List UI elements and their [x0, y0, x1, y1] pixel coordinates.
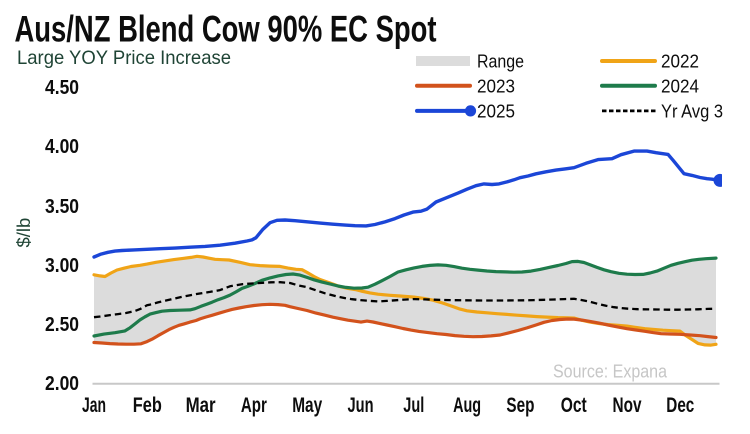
svg-text:3.00: 3.00 [45, 255, 79, 277]
svg-text:Dec: Dec [666, 394, 694, 417]
svg-text:Oct: Oct [561, 394, 587, 417]
svg-text:Jan: Jan [82, 394, 106, 417]
svg-text:2025: 2025 [477, 102, 515, 122]
svg-text:Sep: Sep [506, 394, 534, 417]
svg-text:3.50: 3.50 [45, 196, 79, 218]
svg-text:Aus/NZ Blend Cow 90% EC Spot: Aus/NZ Blend Cow 90% EC Spot [15, 9, 437, 50]
svg-text:Feb: Feb [133, 394, 162, 417]
svg-text:Apr: Apr [241, 394, 267, 417]
svg-text:2.50: 2.50 [45, 314, 79, 336]
svg-text:2.00: 2.00 [45, 373, 79, 395]
svg-text:2024: 2024 [661, 77, 699, 97]
svg-text:Jul: Jul [403, 394, 424, 417]
svg-text:Source: Expana: Source: Expana [553, 361, 668, 382]
svg-text:May: May [292, 394, 322, 417]
svg-text:2023: 2023 [477, 77, 515, 97]
svg-text:Aug: Aug [453, 394, 481, 417]
svg-text:$/lb: $/lb [13, 218, 34, 248]
svg-text:Range: Range [477, 52, 524, 72]
svg-text:Large YOY Price Increase: Large YOY Price Increase [17, 47, 231, 69]
svg-text:Nov: Nov [613, 394, 642, 417]
svg-text:Yr Avg 3: Yr Avg 3 [661, 102, 723, 122]
svg-text:Mar: Mar [186, 394, 216, 417]
svg-text:4.50: 4.50 [45, 77, 79, 99]
svg-text:2022: 2022 [661, 52, 699, 72]
svg-text:Jun: Jun [348, 394, 374, 417]
svg-text:4.00: 4.00 [45, 136, 79, 158]
